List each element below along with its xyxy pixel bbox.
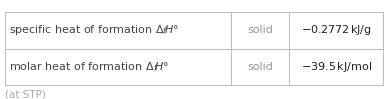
Text: solid: solid [247, 62, 273, 72]
Text: solid: solid [247, 25, 273, 35]
Text: molar heat of formation $\Delta_f\!H°$: molar heat of formation $\Delta_f\!H°$ [9, 60, 169, 74]
Bar [5, 12, 383, 85]
Text: (at STP): (at STP) [5, 89, 45, 99]
Text: $-0.2772\,\mathrm{kJ/g}$: $-0.2772\,\mathrm{kJ/g}$ [301, 23, 372, 37]
Text: specific heat of formation $\Delta_f\!H°$: specific heat of formation $\Delta_f\!H°… [9, 23, 178, 37]
Text: $-39.5\,\mathrm{kJ/mol}$: $-39.5\,\mathrm{kJ/mol}$ [301, 60, 372, 74]
